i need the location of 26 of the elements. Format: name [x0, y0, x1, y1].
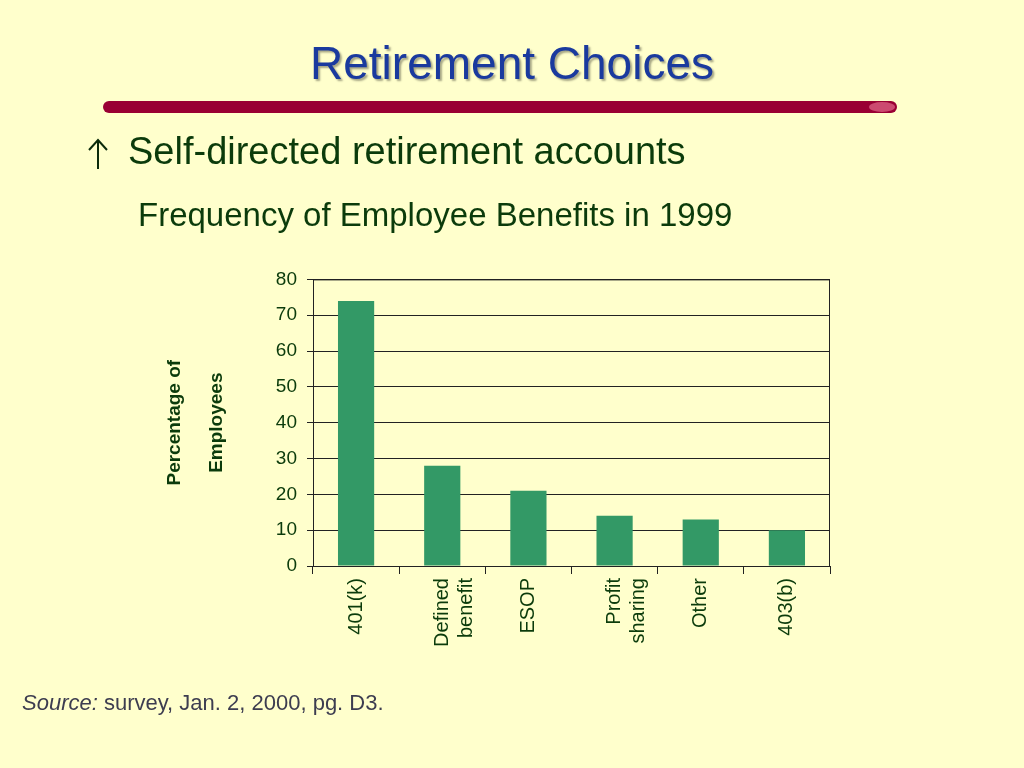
y-axis-title: Percentage of Employees: [163, 359, 226, 486]
y-tick-label: 20: [275, 482, 297, 504]
bar: [424, 465, 461, 566]
x-tick-label: 403(b): [774, 578, 797, 636]
text: Frequency of Employee Benefits in 1999: [138, 196, 733, 234]
source-note: Source: survey, Jan. 2, 2000, pg. D3.: [22, 690, 385, 716]
x-tick-label: ESOP: [515, 578, 538, 634]
y-tick-label: 30: [275, 446, 297, 468]
x-tick-label: Other: [688, 577, 711, 629]
y-tick-label: 70: [275, 303, 297, 325]
y-tick-label: 50: [275, 375, 297, 397]
x-tick-label: 401(k): [343, 578, 366, 635]
chart-subtitle: Self-directed retirement accounts: [128, 130, 686, 173]
x-tick-label: Profit sharing: [602, 577, 649, 644]
y-tick-label: 60: [275, 339, 297, 361]
y-tick-label: 40: [275, 410, 297, 432]
y-tick-label: 10: [275, 518, 297, 540]
bar: [682, 519, 719, 566]
y-tick-label: 0: [286, 554, 297, 576]
bar: [510, 490, 547, 566]
bar: [596, 515, 633, 566]
chart-title: Retirement Choices: [309, 36, 715, 90]
y-tick-label: 80: [275, 267, 297, 289]
bar: [768, 530, 806, 566]
bar: [337, 300, 375, 566]
x-tick-label: Defined benefit: [429, 577, 476, 647]
